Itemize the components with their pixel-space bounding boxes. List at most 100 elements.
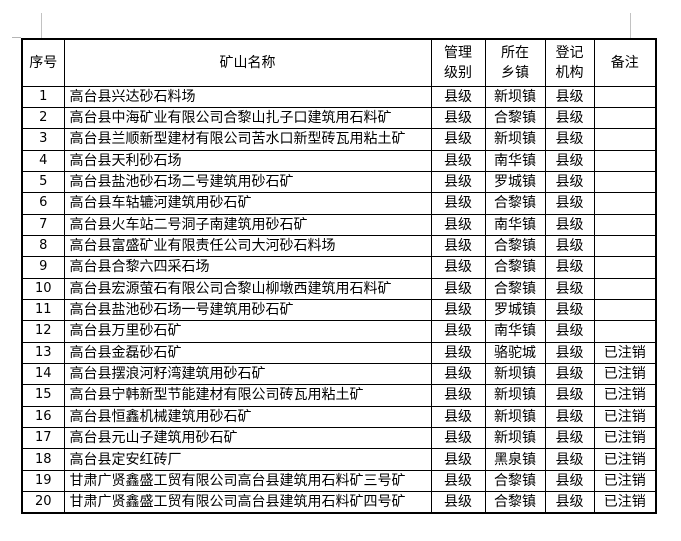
cell-name: 高台县金磊砂石矿 <box>63 341 432 364</box>
cell-agency: 县级 <box>544 405 595 429</box>
mine-list-table: 序号 矿山名称 管理 级别 所在 乡镇 登记 机构 备注 1 高台县兴达砂石料场 县级 新坝镇县… <box>21 38 657 515</box>
cell-note <box>593 320 657 343</box>
table-row: 11 高台县盐池砂石场一号建筑用砂石矿 县级 罗城镇 县级 <box>21 298 657 322</box>
cell-note <box>593 192 657 215</box>
cell-no: 7 <box>21 213 65 236</box>
cell-no: 14 <box>21 362 65 386</box>
cell-agency: 县级 <box>544 469 595 493</box>
cell-no: 2 <box>21 106 65 130</box>
cell-no: 1 <box>21 85 65 108</box>
cell-agency: 县级 <box>544 491 595 514</box>
cell-town: 骆驼城 <box>484 341 546 364</box>
cell-note <box>593 85 657 108</box>
cell-level: 县级 <box>430 426 486 450</box>
cell-agency: 县级 <box>544 85 595 108</box>
cell-town: 罗城镇 <box>484 298 546 322</box>
table-row: 14 高台县摆浪河籽湾建筑用砂石矿 县级 新坝镇 县级 已注销 <box>21 362 657 386</box>
cell-note <box>593 106 657 130</box>
cell-note <box>593 234 657 258</box>
cell-name: 高台县兰顺新型建材有限公司苦水口新型砖瓦用粘土矿 <box>63 128 432 151</box>
cell-name: 甘肃广贤鑫盛工贸有限公司高台县建筑用石料矿四号矿 <box>63 491 432 514</box>
cell-name: 高台县摆浪河籽湾建筑用砂石矿 <box>63 362 432 386</box>
cell-agency: 县级 <box>544 277 595 300</box>
table-row: 18 高台县定安红砖厂 县级 黑泉镇 县级 已注销 <box>21 448 657 471</box>
cell-note: 已注销 <box>593 448 657 471</box>
cell-no: 8 <box>21 234 65 258</box>
cell-town: 新坝镇 <box>484 426 546 450</box>
cell-level: 县级 <box>430 192 486 215</box>
cell-name: 高台县宁韩新型节能建材有限公司砖瓦用粘土矿 <box>63 384 432 407</box>
table-row: 13 高台县金磊砂石矿 县级 骆驼城 县级 已注销 <box>21 341 657 364</box>
cell-level: 县级 <box>430 106 486 130</box>
cell-town: 合黎镇 <box>484 491 546 514</box>
column-header-name: 矿山名称 <box>63 38 432 87</box>
table-row: 7 高台县火车站二号洞子南建筑用砂石矿 县级 南华镇 县级 <box>21 213 657 236</box>
cell-agency: 县级 <box>544 192 595 215</box>
cell-level: 县级 <box>430 298 486 322</box>
cell-no: 18 <box>21 448 65 471</box>
table-row: 8 高台县富盛矿业有限责任公司大河砂石料场 县级 合黎镇 县级 <box>21 234 657 258</box>
cell-level: 县级 <box>430 234 486 258</box>
cell-note: 已注销 <box>593 426 657 450</box>
cell-level: 县级 <box>430 213 486 236</box>
cell-agency: 县级 <box>544 149 595 172</box>
cell-name: 高台县合黎六四采石场 <box>63 256 432 279</box>
cell-agency: 县级 <box>544 341 595 364</box>
table-row: 3 高台县兰顺新型建材有限公司苦水口新型砖瓦用粘土矿 县级 新坝镇 县级 <box>21 128 657 151</box>
cell-note <box>593 277 657 300</box>
table-row: 12 高台县万里砂石矿 县级 南华镇 县级 <box>21 320 657 343</box>
table-row: 1 高台县兴达砂石料场 县级 新坝镇 县级 <box>21 85 657 108</box>
cell-note <box>593 128 657 151</box>
cell-level: 县级 <box>430 277 486 300</box>
cell-town: 罗城镇 <box>484 170 546 194</box>
cell-town: 合黎镇 <box>484 469 546 493</box>
cell-agency: 县级 <box>544 170 595 194</box>
cell-note: 已注销 <box>593 469 657 493</box>
column-header-agency: 登记 机构 <box>544 38 595 87</box>
cell-no: 4 <box>21 149 65 172</box>
table-row: 17 高台县元山子建筑用砂石矿 县级 新坝镇 县级 已注销 <box>21 426 657 450</box>
cell-no: 9 <box>21 256 65 279</box>
cell-town: 新坝镇 <box>484 384 546 407</box>
cell-agency: 县级 <box>544 320 595 343</box>
cell-agency: 县级 <box>544 106 595 130</box>
cell-name: 高台县火车站二号洞子南建筑用砂石矿 <box>63 213 432 236</box>
cell-note <box>593 213 657 236</box>
cell-town: 新坝镇 <box>484 85 546 108</box>
cell-agency: 县级 <box>544 362 595 386</box>
cell-note <box>593 149 657 172</box>
cell-town: 黑泉镇 <box>484 448 546 471</box>
cell-note: 已注销 <box>593 405 657 429</box>
table-row: 5 高台县盐池砂石场二号建筑用砂石矿 县级 罗城镇 县级 <box>21 170 657 194</box>
cell-note: 已注销 <box>593 362 657 386</box>
cell-name: 高台县富盛矿业有限责任公司大河砂石料场 <box>63 234 432 258</box>
cell-no: 16 <box>21 405 65 429</box>
cell-level: 县级 <box>430 85 486 108</box>
cell-name: 高台县车轱辘河建筑用砂石矿 <box>63 192 432 215</box>
table-row: 20 甘肃广贤鑫盛工贸有限公司高台县建筑用石料矿四号矿 县级 合黎镇 县级 已注销 <box>21 491 657 514</box>
table-row: 2 高台县中海矿业有限公司合黎山扎子口建筑用石料矿 县级 合黎镇 县级 <box>21 106 657 130</box>
cell-name: 高台县盐池砂石场二号建筑用砂石矿 <box>63 170 432 194</box>
cell-note <box>593 170 657 194</box>
cell-town: 合黎镇 <box>484 106 546 130</box>
cell-no: 17 <box>21 426 65 450</box>
header-row: 序号 矿山名称 管理 级别 所在 乡镇 登记 机构 备注 <box>21 38 657 87</box>
table-row: 19 甘肃广贤鑫盛工贸有限公司高台县建筑用石料矿三号矿 县级 合黎镇 县级 已注销 <box>21 469 657 493</box>
margin-guide-left <box>41 13 42 38</box>
cell-agency: 县级 <box>544 128 595 151</box>
cell-agency: 县级 <box>544 213 595 236</box>
cell-town: 新坝镇 <box>484 128 546 151</box>
cell-agency: 县级 <box>544 298 595 322</box>
cell-no: 11 <box>21 298 65 322</box>
table-row: 9 高台县合黎六四采石场 县级 合黎镇 县级 <box>21 256 657 279</box>
cell-note <box>593 256 657 279</box>
cell-town: 新坝镇 <box>484 362 546 386</box>
cell-note: 已注销 <box>593 341 657 364</box>
cell-town: 南华镇 <box>484 213 546 236</box>
cell-no: 12 <box>21 320 65 343</box>
cell-level: 县级 <box>430 341 486 364</box>
cell-level: 县级 <box>430 448 486 471</box>
cell-name: 高台县宏源萤石有限公司合黎山柳墩西建筑用石料矿 <box>63 277 432 300</box>
cell-no: 3 <box>21 128 65 151</box>
